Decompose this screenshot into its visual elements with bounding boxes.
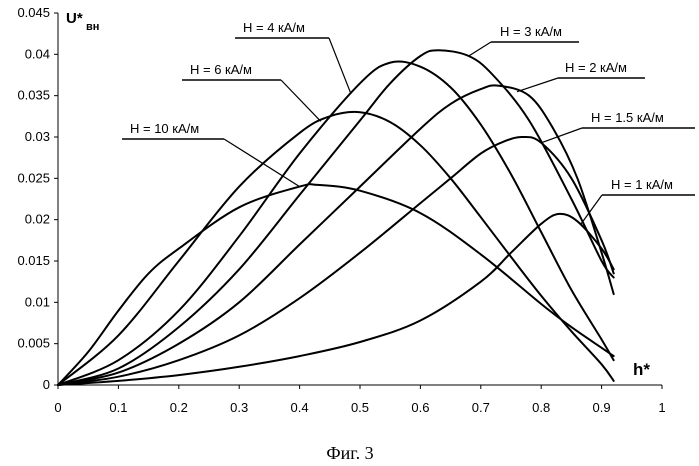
series-line-3 xyxy=(58,50,614,385)
x-tick-label: 0.2 xyxy=(170,400,188,415)
series-label-5: H = 6 кА/м xyxy=(190,62,252,77)
series-label-0: H = 1 кА/м xyxy=(611,177,673,192)
series-label-leader-2 xyxy=(517,78,558,92)
y-tick-label: 0.025 xyxy=(17,170,50,185)
series-line-0 xyxy=(58,214,614,385)
x-tick-label: 0 xyxy=(54,400,61,415)
series-label-2: H = 2 кА/м xyxy=(565,60,627,75)
series-label-leader-4 xyxy=(329,38,351,94)
series-curves xyxy=(58,50,614,385)
x-tick-label: 1 xyxy=(658,400,665,415)
x-tick-label: 0.6 xyxy=(411,400,429,415)
x-axis-label: h* xyxy=(633,360,650,379)
y-tick-label: 0.02 xyxy=(25,212,50,227)
x-tick-label: 0.9 xyxy=(593,400,611,415)
x-tick-label: 0.5 xyxy=(351,400,369,415)
series-label-leader-6 xyxy=(224,139,300,187)
series-line-4 xyxy=(58,61,614,385)
series-label-3: H = 3 кА/м xyxy=(500,24,562,39)
y-tick-label: 0.005 xyxy=(17,336,50,351)
series-label-leader-5 xyxy=(281,80,321,121)
series-label-leader-3 xyxy=(469,42,491,56)
y-tick-label: 0 xyxy=(43,377,50,392)
x-tick-label: 0.3 xyxy=(230,400,248,415)
y-axis-label: U* xyxy=(66,10,83,27)
y-tick-label: 0.045 xyxy=(17,5,50,20)
series-label-4: H = 4 кА/м xyxy=(243,20,305,35)
figure-caption: Фиг. 3 xyxy=(326,443,373,463)
y-tick-label: 0.035 xyxy=(17,88,50,103)
x-tick-label: 0.8 xyxy=(532,400,550,415)
series-annotations: H = 1 кА/м H = 1.5 кА/м H = 2 кА/м H = 3 кА… xyxy=(122,20,695,225)
y-tick-label: 0.015 xyxy=(17,253,50,268)
series-label-leader-1 xyxy=(541,128,582,143)
y-axis-label-subscript: вн xyxy=(86,21,99,33)
x-tick-label: 0.1 xyxy=(109,400,127,415)
y-tick-label: 0.01 xyxy=(25,294,50,309)
series-label-1: H = 1.5 кА/м xyxy=(591,110,664,125)
y-tick-label: 0.04 xyxy=(25,46,50,61)
y-tick-label: 0.03 xyxy=(25,129,50,144)
x-tick-label: 0.7 xyxy=(472,400,490,415)
series-label-6: H = 10 кА/м xyxy=(130,121,199,136)
x-tick-label: 0.4 xyxy=(291,400,309,415)
